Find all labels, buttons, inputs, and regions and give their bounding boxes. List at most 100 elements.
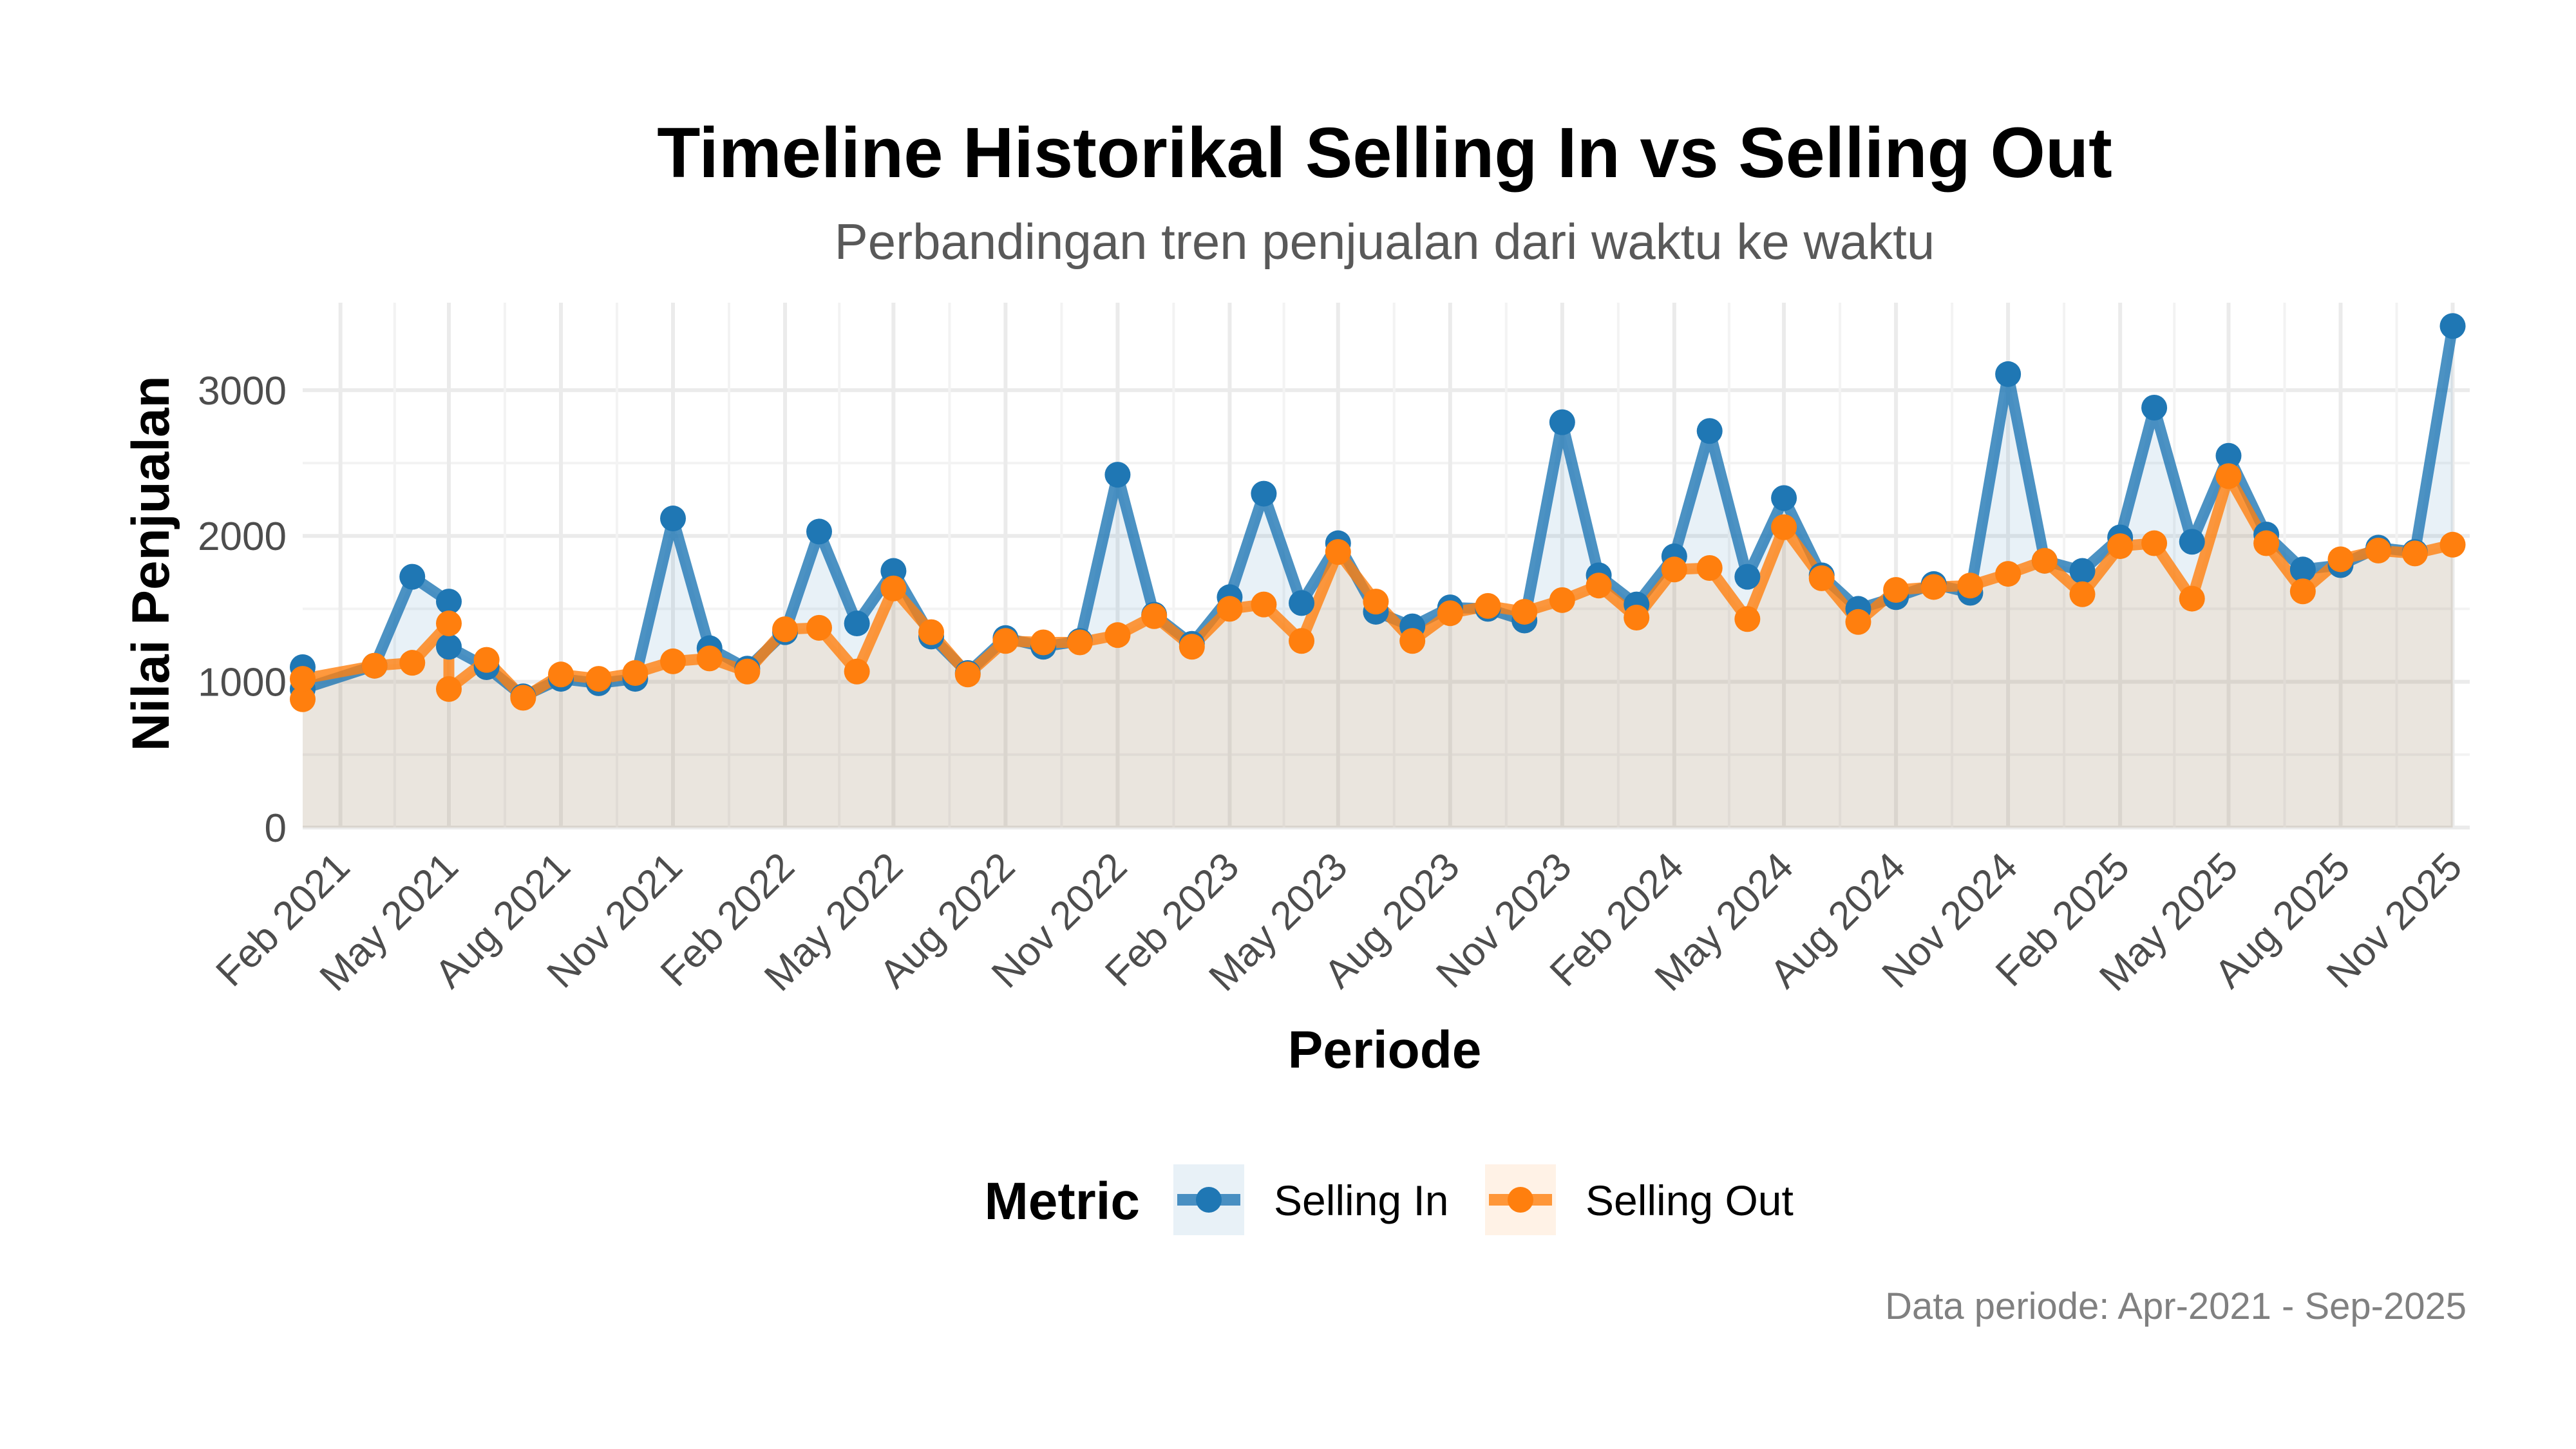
point-selling-out	[1475, 592, 1501, 619]
point-selling-in	[1771, 485, 1797, 511]
point-selling-in	[1104, 462, 1131, 488]
point-selling-out	[660, 648, 687, 674]
y-tick-label: 2000	[198, 515, 287, 559]
area-selling-in	[303, 326, 2453, 828]
point-selling-out	[290, 666, 316, 692]
point-selling-out	[2141, 530, 2168, 556]
point-selling-in	[806, 518, 833, 545]
point-selling-out	[1624, 605, 1650, 630]
legend-item-selling-in: Selling In	[1173, 1164, 1449, 1235]
point-selling-in	[1995, 361, 2022, 387]
legend: Metric Selling In Selling Out	[984, 1164, 1794, 1235]
point-selling-out	[1957, 573, 1984, 599]
point-selling-out	[1251, 591, 1277, 618]
point-selling-in	[1696, 418, 1723, 444]
legend-item-selling-out: Selling Out	[1485, 1164, 1794, 1235]
y-axis-title: Nilai Penjualan	[122, 375, 180, 751]
point-selling-in	[2215, 442, 2242, 469]
point-selling-out	[2401, 540, 2428, 567]
point-selling-out	[1289, 628, 1315, 654]
point-selling-out	[2327, 546, 2354, 573]
point-selling-out	[734, 658, 761, 685]
point-selling-out	[2289, 578, 2316, 605]
point-selling-in	[2289, 556, 2316, 583]
point-selling-out	[1995, 561, 2022, 587]
point-selling-in	[2439, 313, 2466, 339]
point-selling-out	[880, 575, 907, 601]
point-selling-out	[696, 645, 723, 672]
point-selling-out	[2365, 537, 2392, 564]
legend-label-selling-out: Selling Out	[1586, 1177, 1794, 1224]
point-selling-out	[2107, 533, 2134, 560]
legend-label-selling-in: Selling In	[1274, 1177, 1449, 1224]
point-selling-in	[1549, 409, 1575, 435]
chart-subtitle: Perbandingan tren penjualan dari waktu k…	[835, 213, 1935, 270]
chart-title: Timeline Historikal Selling In vs Sellin…	[657, 113, 2112, 193]
point-selling-in	[399, 564, 426, 590]
point-selling-out	[1845, 609, 1871, 635]
point-selling-out	[1920, 574, 1947, 600]
point-selling-out	[2179, 585, 2205, 612]
plot-points	[290, 313, 2466, 712]
point-selling-out	[1104, 622, 1131, 649]
point-selling-out	[1549, 587, 1575, 613]
point-selling-out	[918, 619, 945, 645]
point-selling-out	[1883, 576, 1909, 603]
y-tick-label: 3000	[198, 369, 287, 413]
point-selling-out	[361, 652, 388, 679]
point-selling-out	[1217, 596, 1243, 622]
point-selling-out	[2439, 531, 2466, 558]
point-selling-out	[399, 650, 426, 676]
point-selling-out	[1771, 514, 1797, 540]
point-selling-in	[844, 611, 870, 637]
point-selling-out	[290, 686, 316, 712]
point-selling-out	[1586, 573, 1612, 599]
legend-title: Metric	[984, 1172, 1140, 1231]
point-selling-out	[1808, 565, 1835, 591]
point-selling-out	[2215, 463, 2242, 489]
point-selling-out	[2069, 581, 2096, 607]
point-selling-out	[2253, 530, 2280, 556]
point-selling-in	[1251, 480, 1277, 507]
chart-caption: Data periode: Apr-2021 - Sep-2025	[1885, 1285, 2467, 1327]
point-selling-out	[1734, 606, 1761, 632]
point-selling-in	[435, 589, 462, 615]
y-axis: 0 1000 2000 3000	[198, 369, 287, 851]
point-selling-out	[1437, 600, 1463, 627]
point-selling-in	[660, 506, 687, 532]
point-selling-out	[772, 616, 799, 643]
point-selling-out	[1399, 628, 1426, 654]
point-selling-out	[2031, 547, 2058, 574]
point-selling-out	[585, 666, 612, 692]
point-selling-out	[1511, 598, 1538, 625]
point-selling-out	[954, 661, 981, 688]
point-selling-out	[1696, 555, 1723, 582]
point-selling-in	[435, 634, 462, 660]
point-selling-in	[1734, 564, 1761, 590]
point-selling-out	[1661, 556, 1687, 583]
point-selling-out	[622, 660, 649, 687]
point-selling-out	[435, 676, 462, 702]
point-selling-in	[2069, 558, 2096, 584]
point-selling-in	[1289, 590, 1315, 616]
point-selling-in	[2179, 529, 2205, 555]
point-selling-out	[1363, 589, 1389, 615]
area-selling-out	[303, 476, 2453, 828]
x-axis-title: Periode	[1288, 1021, 1482, 1079]
legend-key-point-selling-out	[1508, 1187, 1533, 1213]
point-selling-out	[1179, 634, 1205, 660]
point-selling-out	[1066, 629, 1093, 656]
y-tick-label: 1000	[198, 661, 287, 705]
y-tick-label: 0	[265, 806, 287, 851]
point-selling-out	[992, 628, 1019, 654]
point-selling-in	[2141, 395, 2168, 421]
plot-areas	[303, 326, 2453, 828]
point-selling-out	[806, 614, 833, 641]
legend-key-point-selling-in	[1196, 1187, 1222, 1213]
point-selling-out	[473, 647, 500, 673]
point-selling-out	[1325, 539, 1351, 565]
point-selling-out	[844, 658, 870, 685]
point-selling-out	[435, 611, 462, 637]
